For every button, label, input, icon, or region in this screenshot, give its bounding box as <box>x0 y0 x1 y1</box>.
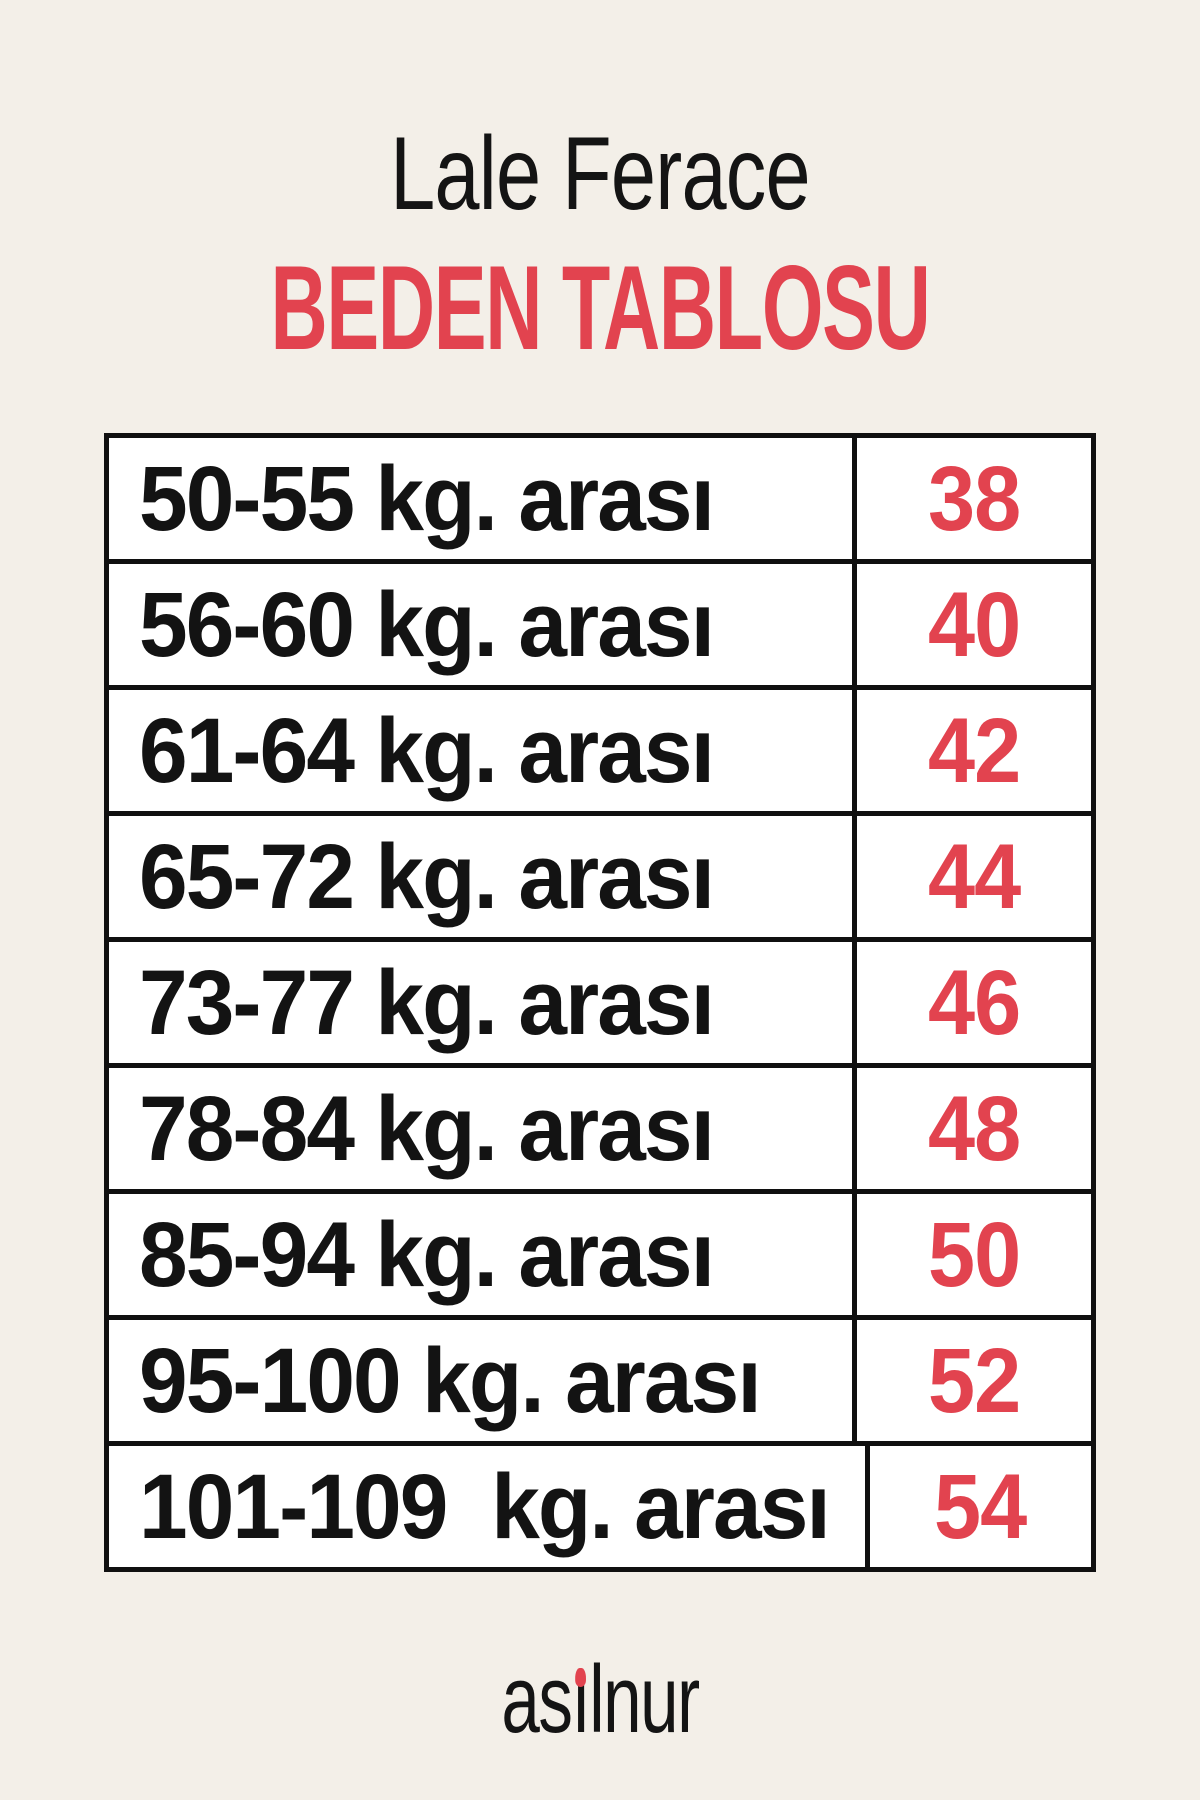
weight-range-cell: 85-94 kg. arası <box>109 1194 858 1315</box>
size-cell: 48 <box>857 1068 1091 1189</box>
size-cell: 50 <box>857 1194 1091 1315</box>
size-value: 40 <box>927 573 1021 676</box>
weight-range-text: 73-77 kg. arası <box>139 951 715 1054</box>
table-row: 85-94 kg. arası 50 <box>109 1194 1091 1320</box>
weight-range-text: 65-72 kg. arası <box>139 825 715 928</box>
brand-letter-group-end: lnur <box>589 1646 700 1753</box>
weight-range-text: 101-109 kg. arası <box>139 1455 831 1558</box>
size-table: 50-55 kg. arası 38 56-60 kg. arası 40 61… <box>104 433 1096 1572</box>
table-row: 65-72 kg. arası 44 <box>109 816 1091 942</box>
weight-range-text: 78-84 kg. arası <box>139 1077 715 1180</box>
brand-letter-group-start: as <box>501 1646 573 1753</box>
table-row: 56-60 kg. arası 40 <box>109 564 1091 690</box>
brand-logo-text: asılnur <box>501 1646 700 1753</box>
size-value: 54 <box>934 1455 1027 1558</box>
size-value: 50 <box>927 1203 1021 1306</box>
size-cell: 54 <box>870 1446 1091 1567</box>
size-value: 38 <box>927 447 1021 550</box>
weight-range-cell: 61-64 kg. arası <box>109 690 858 811</box>
size-value: 42 <box>927 699 1021 802</box>
table-row: 101-109 kg. arası 54 <box>109 1446 1091 1567</box>
size-cell: 40 <box>857 564 1091 685</box>
brand-logo: asılnur <box>0 1652 1200 1748</box>
brand-letter-i: ı <box>571 1646 590 1753</box>
table-row: 78-84 kg. arası 48 <box>109 1068 1091 1194</box>
size-value: 48 <box>927 1077 1021 1180</box>
weight-range-text: 85-94 kg. arası <box>139 1203 715 1306</box>
table-row: 73-77 kg. arası 46 <box>109 942 1091 1068</box>
table-row: 50-55 kg. arası 38 <box>109 438 1091 564</box>
size-cell: 42 <box>857 690 1091 811</box>
size-cell: 46 <box>857 942 1091 1063</box>
weight-range-cell: 101-109 kg. arası <box>109 1446 871 1567</box>
size-cell: 52 <box>857 1320 1091 1441</box>
weight-range-cell: 56-60 kg. arası <box>109 564 858 685</box>
weight-range-text: 61-64 kg. arası <box>139 699 715 802</box>
table-row: 95-100 kg. arası 52 <box>109 1320 1091 1446</box>
size-cell: 44 <box>857 816 1091 937</box>
page-subtitle: BEDEN TABLOSU <box>270 241 931 375</box>
weight-range-text: 95-100 kg. arası <box>139 1329 762 1432</box>
size-value: 46 <box>927 951 1021 1054</box>
weight-range-cell: 78-84 kg. arası <box>109 1068 858 1189</box>
weight-range-text: 56-60 kg. arası <box>139 573 715 676</box>
table-row: 61-64 kg. arası 42 <box>109 690 1091 816</box>
weight-range-text: 50-55 kg. arası <box>139 447 715 550</box>
weight-range-cell: 73-77 kg. arası <box>109 942 858 1063</box>
page-title: Lale Ferace <box>390 116 811 232</box>
size-cell: 38 <box>857 438 1091 559</box>
size-value: 52 <box>927 1329 1021 1432</box>
weight-range-cell: 95-100 kg. arası <box>109 1320 858 1441</box>
size-value: 44 <box>927 825 1021 928</box>
weight-range-cell: 50-55 kg. arası <box>109 438 858 559</box>
weight-range-cell: 65-72 kg. arası <box>109 816 858 937</box>
